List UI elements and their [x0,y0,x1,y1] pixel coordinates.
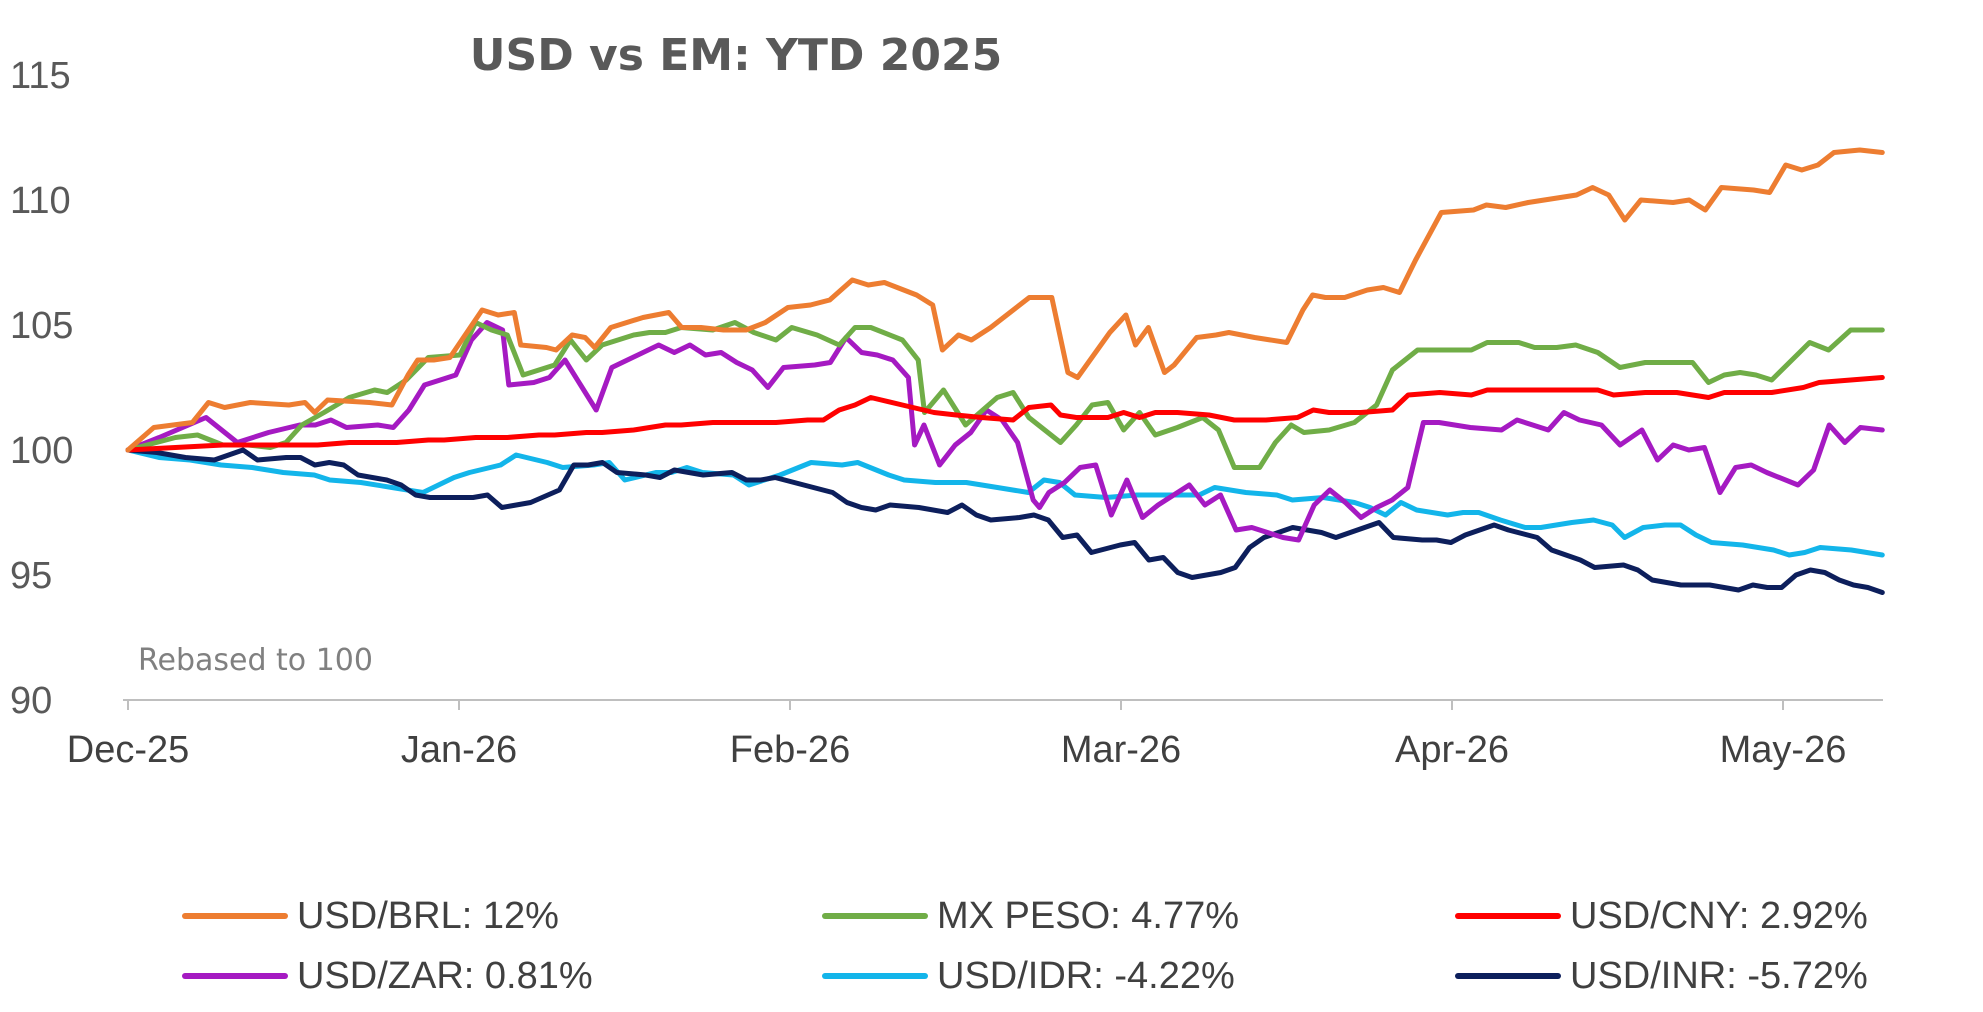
series-lines [125,147,1885,595]
y-tick-label: 110 [10,180,71,222]
legend-label: USD/CNY: 2.92% [1570,895,1868,937]
series-line-1 [125,320,1885,470]
legend-label: USD/ZAR: 0.81% [297,955,593,997]
x-tick-label: Mar-26 [1061,729,1181,771]
legend-label: USD/INR: -5.72% [1570,955,1868,997]
x-tick-label: May-26 [1720,729,1847,771]
series-line-2 [125,375,1885,453]
series-line-4 [125,447,1885,558]
x-tick-label: Apr-26 [1395,729,1509,771]
series-line-0 [125,147,1885,453]
legend-label: MX PESO: 4.77% [937,895,1239,937]
series-line-5 [125,447,1885,595]
y-tick-label: 90 [10,680,52,722]
legend-label: USD/IDR: -4.22% [937,955,1235,997]
x-axis: Dec-25 Jan-26 Feb-26 Mar-26 Apr-26 May-26 [67,699,1883,771]
series-line-3 [125,320,1885,543]
y-tick-label: 105 [10,305,73,347]
rebased-note: Rebased to 100 [138,643,373,678]
x-tick-label: Feb-26 [730,729,850,771]
y-tick-label: 95 [10,555,52,597]
legend: USD/BRL: 12% MX PESO: 4.77% USD/CNY: 2.92%… [182,895,1868,997]
x-tick-label: Dec-25 [67,729,190,771]
y-axis-tick-labels: 90 95 100 105 110 115 [10,55,73,722]
x-tick-label: Jan-26 [401,729,517,771]
y-tick-label: 115 [10,55,71,97]
chart-title: USD vs EM: YTD 2025 [470,30,1002,81]
legend-label: USD/BRL: 12% [297,895,559,937]
y-tick-label: 100 [10,430,73,472]
